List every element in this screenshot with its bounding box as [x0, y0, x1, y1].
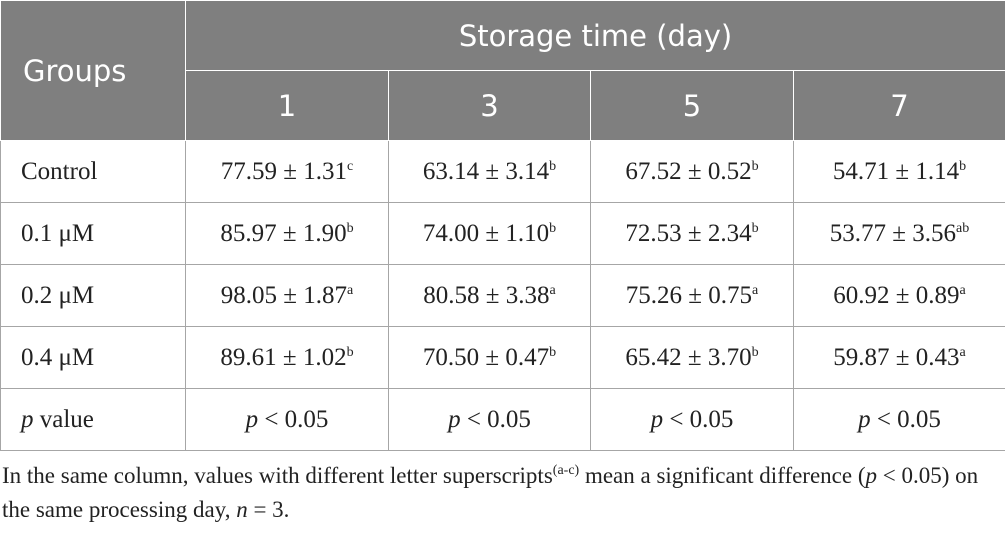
- text-segment: In the same column, values with differen…: [2, 463, 553, 488]
- table-cell: 63.14 ± 3.14b: [388, 140, 591, 203]
- table-cell: p < 0.05: [590, 388, 794, 451]
- text-segment: 53.77 ± 3.56: [829, 219, 957, 247]
- text-segment: 72.53 ± 2.34: [625, 219, 752, 247]
- table-cell: 85.97 ± 1.90b: [185, 202, 389, 265]
- text-segment: p: [448, 405, 461, 433]
- text-segment: 80.58 ± 3.38: [423, 281, 550, 309]
- header-cell: 3: [388, 70, 591, 141]
- text-segment: = 3.: [247, 497, 290, 522]
- table-cell: 59.87 ± 0.43a: [792, 326, 1005, 389]
- table-cell: p < 0.05: [185, 388, 389, 451]
- text-segment: 85.97 ± 1.90: [220, 219, 347, 247]
- text-segment: < 0.05: [870, 405, 941, 433]
- superscript: a: [959, 344, 966, 360]
- table-row: Control 77.59 ± 1.31c 63.14 ± 3.14b 67.52 ±…: [0, 140, 1005, 203]
- text-segment: Control: [21, 157, 98, 185]
- text-segment: 60.92 ± 0.89: [833, 281, 960, 309]
- text-segment: p: [858, 405, 871, 433]
- superscript: a: [549, 282, 556, 298]
- table-header: Groups Storage time (day) 1 3 5 7: [0, 0, 1005, 141]
- text-segment: mean a significant difference (: [579, 463, 866, 488]
- table-cell: 72.53 ± 2.34b: [590, 202, 794, 265]
- row-label: 0.2 μM: [0, 264, 186, 327]
- table-cell: 65.42 ± 3.70b: [590, 326, 794, 389]
- superscript: b: [751, 158, 759, 174]
- text-segment: 89.61 ± 1.02: [220, 343, 347, 371]
- text-segment: < 0.05) on the same processing day,: [2, 463, 979, 522]
- text-segment: < 0.05: [460, 405, 531, 433]
- superscript: c: [347, 158, 354, 174]
- superscript: b: [549, 344, 557, 360]
- superscript: b: [346, 220, 354, 236]
- text-segment: 0.2 μM: [21, 281, 95, 309]
- table-row: p value p < 0.05 p < 0.05 p < 0.05 p < 0.05: [0, 388, 1005, 451]
- superscript: a: [959, 282, 966, 298]
- text-segment: 0.1 μM: [21, 219, 95, 247]
- table-cell: 75.26 ± 0.75a: [590, 264, 794, 327]
- text-segment: 77.59 ± 1.31: [220, 157, 347, 185]
- text-segment: 63.14 ± 3.14: [422, 157, 550, 185]
- table-cell: 54.71 ± 1.14b: [792, 140, 1005, 203]
- table-cell: 77.59 ± 1.31c: [185, 140, 389, 203]
- superscript: (a-c): [552, 463, 580, 478]
- text-segment: 65.42 ± 3.70: [625, 343, 752, 371]
- text-segment: n: [236, 497, 248, 522]
- table-cell: 74.00 ± 1.10b: [388, 202, 591, 265]
- row-label: 0.4 μM: [0, 326, 186, 389]
- table-cell: 67.52 ± 0.52b: [590, 140, 794, 203]
- superscript: b: [346, 344, 354, 360]
- table-cell: p < 0.05: [792, 388, 1005, 451]
- superscript: a: [347, 282, 354, 298]
- header-row: Groups Storage time (day): [0, 0, 1005, 141]
- text-segment: < 0.05: [663, 405, 734, 433]
- table-row: 0.1 μM 85.97 ± 1.90b 74.00 ± 1.10b 72.53 ± …: [0, 202, 1005, 265]
- text-segment: < 0.05: [258, 405, 329, 433]
- data-table: Groups Storage time (day) 1 3 5 7 Control 77.5…: [0, 0, 1005, 451]
- table-cell: 98.05 ± 1.87a: [185, 264, 389, 327]
- text-segment: p: [865, 463, 878, 488]
- text-segment: 67.52 ± 0.52: [625, 157, 752, 185]
- text-segment: p: [245, 405, 259, 433]
- table-cell: p < 0.05: [388, 388, 591, 451]
- header-cell: Storage time (day): [184, 0, 1005, 71]
- header-cell: 1: [185, 70, 389, 141]
- superscript: ab: [956, 220, 970, 236]
- text-segment: 74.00 ± 1.10: [422, 219, 550, 247]
- table-cell: 60.92 ± 0.89a: [792, 264, 1005, 327]
- footnote: In the same column, values with differen…: [0, 451, 1005, 527]
- text-segment: 59.87 ± 0.43: [833, 343, 960, 371]
- row-label: p value: [0, 388, 186, 451]
- table-body: Control 77.59 ± 1.31c 63.14 ± 3.14b 67.52 ±…: [0, 140, 1005, 451]
- text-segment: p: [21, 405, 34, 433]
- table-cell: 53.77 ± 3.56ab: [792, 202, 1005, 265]
- table-cell: 80.58 ± 3.38a: [388, 264, 591, 327]
- row-label: Control: [0, 140, 186, 203]
- header-cell: 5: [590, 70, 794, 141]
- text-segment: 98.05 ± 1.87: [220, 281, 347, 309]
- text-segment: 54.71 ± 1.14: [832, 157, 960, 185]
- text-segment: 70.50 ± 0.47: [422, 343, 550, 371]
- superscript: a: [752, 282, 759, 298]
- table-cell: 70.50 ± 0.47b: [388, 326, 591, 389]
- table-row: 0.2 μM 98.05 ± 1.87a 80.58 ± 3.38a 75.26 ± …: [0, 264, 1005, 327]
- table-row: 0.4 μM 89.61 ± 1.02b 70.50 ± 0.47b 65.42 ± …: [0, 326, 1005, 389]
- text-segment: value: [33, 405, 94, 433]
- table-cell: 89.61 ± 1.02b: [185, 326, 389, 389]
- header-cell: 7: [792, 70, 1005, 141]
- superscript: b: [549, 158, 557, 174]
- text-segment: p: [650, 405, 664, 433]
- text-segment: 0.4 μM: [21, 343, 95, 371]
- superscript: b: [549, 220, 557, 236]
- superscript: b: [959, 158, 967, 174]
- superscript: b: [751, 220, 759, 236]
- row-label: 0.1 μM: [0, 202, 186, 265]
- header-cell: Groups: [0, 0, 186, 141]
- text-segment: 75.26 ± 0.75: [625, 281, 752, 309]
- superscript: b: [751, 344, 759, 360]
